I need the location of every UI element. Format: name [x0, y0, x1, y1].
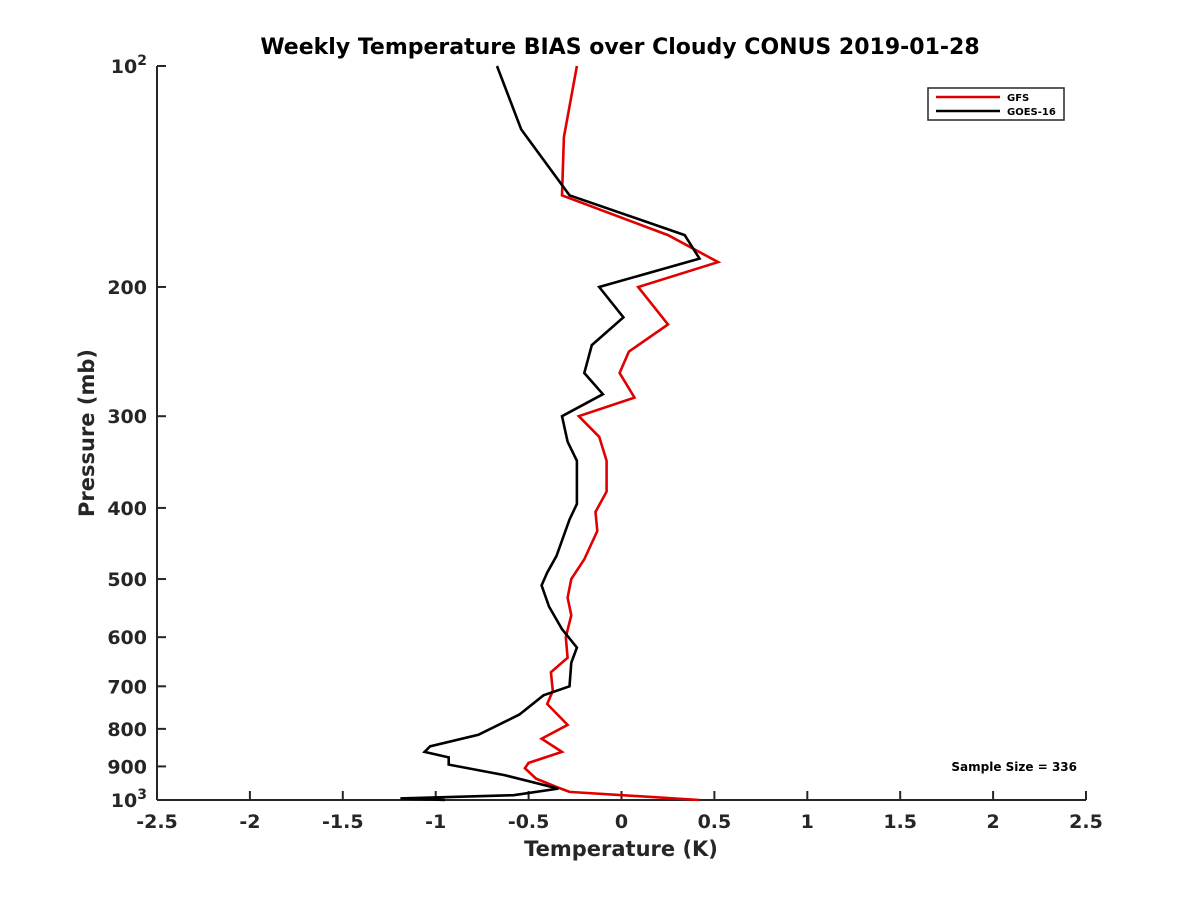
sample-size-annotation: Sample Size = 336 — [951, 760, 1077, 774]
plot-area: -2.5 -2 -1.5 -1 -0.5 0 0.5 1 1.5 2 2.5 102 200 300 40… — [107, 53, 1103, 833]
series-layer — [400, 65, 722, 802]
y-tick-label: 102 — [111, 53, 147, 78]
legend: GFS GOES-16 — [927, 87, 1065, 121]
y-axis-label: Pressure (mb) — [75, 349, 99, 517]
y-tick-label: 600 — [107, 627, 147, 649]
x-axis-ticks: -2.5 -2 -1.5 -1 -0.5 0 0.5 1 1.5 2 2.5 — [136, 791, 1103, 833]
legend-label-gfs: GFS — [1007, 93, 1029, 104]
legend-box — [927, 87, 1065, 121]
y-tick-label: 400 — [107, 498, 147, 520]
x-tick-label: 1 — [801, 811, 814, 833]
y-axis-ticks: 102 200 300 400 500 600 700 800 900 103 — [107, 53, 166, 812]
x-tick-label: -1.5 — [322, 811, 364, 833]
x-axis-label: Temperature (K) — [524, 837, 718, 861]
x-tick-label: 1.5 — [883, 811, 917, 833]
y-tick-label: 900 — [107, 756, 147, 778]
y-tick-label: 300 — [107, 406, 147, 428]
x-tick-label: 0 — [615, 811, 628, 833]
x-tick-label: 2 — [986, 811, 999, 833]
x-tick-label: 2.5 — [1069, 811, 1103, 833]
series-line-gfs — [523, 65, 722, 802]
x-tick-label: -1 — [425, 811, 446, 833]
series-line-goes16 — [400, 65, 702, 802]
y-tick-label: 800 — [107, 719, 147, 741]
x-tick-label: -2.5 — [136, 811, 178, 833]
legend-label-goes16: GOES-16 — [1007, 107, 1056, 118]
y-tick-label: 500 — [107, 569, 147, 591]
y-tick-label: 200 — [107, 277, 147, 299]
y-tick-label: 700 — [107, 676, 147, 698]
x-tick-label: 0.5 — [698, 811, 732, 833]
chart-title: Weekly Temperature BIAS over Cloudy CONU… — [260, 35, 979, 60]
x-tick-label: -2 — [239, 811, 260, 833]
x-tick-label: -0.5 — [508, 811, 550, 833]
y-tick-label: 103 — [111, 787, 147, 812]
